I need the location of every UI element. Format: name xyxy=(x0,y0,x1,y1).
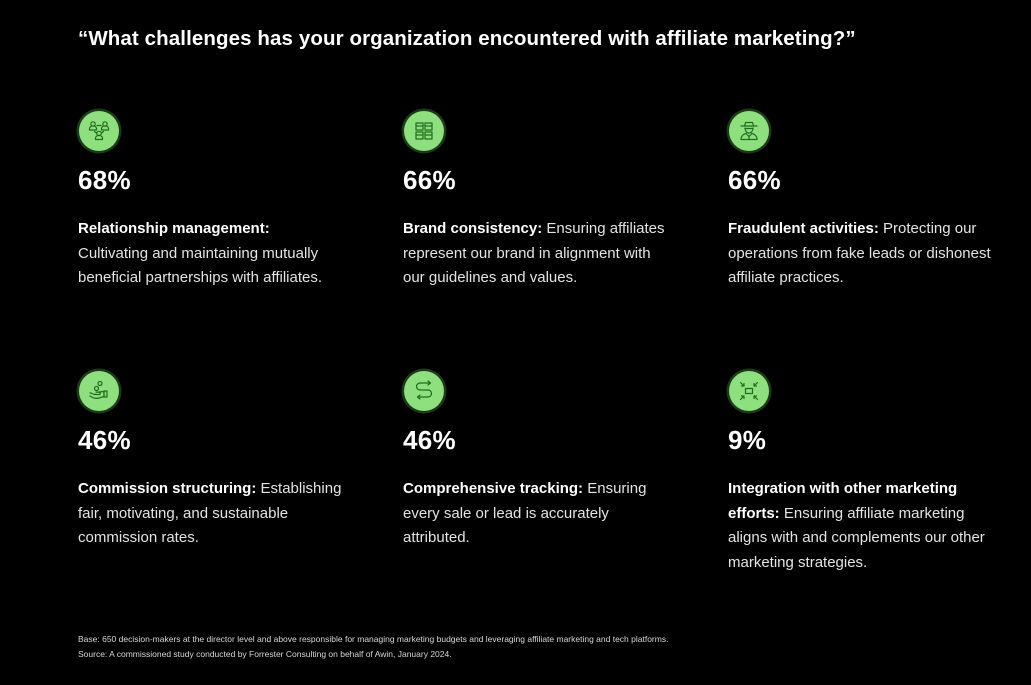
stat-description: Comprehensive tracking: Ensuring every s… xyxy=(403,477,675,551)
spy-incognito-icon xyxy=(729,111,769,151)
stat-label: Fraudulent activities: xyxy=(728,220,879,237)
stat-text: Ensuring affiliate marketing aligns with… xyxy=(728,504,985,571)
stat-card-comprehensive-tracking: 46% Comprehensive tracking: Ensuring eve… xyxy=(403,371,703,551)
stat-label: Integration with other marketing efforts… xyxy=(728,480,958,522)
stat-text: Cultivating and maintaining mutually ben… xyxy=(78,244,323,287)
stat-label: Relationship management: xyxy=(78,220,270,237)
stat-percent: 68% xyxy=(78,165,131,195)
stat-percent: 9% xyxy=(728,425,767,455)
stat-card-integration: 9% Integration with other marketing effo… xyxy=(728,371,1028,575)
stat-text: Establishing fair, motivating, and susta… xyxy=(78,480,342,546)
integration-converge-icon xyxy=(729,371,769,411)
stat-description: Integration with other marketing efforts… xyxy=(728,477,1000,575)
stat-percent: 66% xyxy=(728,165,781,195)
people-network-icon xyxy=(79,111,119,151)
stat-percent: 46% xyxy=(78,425,131,455)
stat-card-commission-structuring: 46% Commission structuring: Establishing… xyxy=(78,371,378,551)
page-title: “What challenges has your organization e… xyxy=(78,27,856,50)
footnote-base: Base: 650 decision-makers at the directo… xyxy=(78,634,669,644)
stat-text: Ensuring every sale or lead is accuratel… xyxy=(403,480,647,546)
stat-text: Ensuring affiliates represent our brand … xyxy=(403,220,665,286)
stat-card-fraudulent-activities: 66% Fraudulent activities: Protecting ou… xyxy=(728,111,1028,291)
stat-description: Relationship management: Cultivating and… xyxy=(78,217,350,291)
stat-card-relationship-management: 68% Relationship management: Cultivating… xyxy=(78,111,378,291)
stat-description: Commission structuring: Establishing fai… xyxy=(78,477,350,551)
footnote-source: Source: A commissioned study conducted b… xyxy=(78,649,452,659)
stat-label: Comprehensive tracking: xyxy=(403,480,584,497)
stat-label: Commission structuring: xyxy=(78,480,257,497)
stat-description: Fraudulent activities: Protecting our op… xyxy=(728,217,1000,291)
stat-percent: 46% xyxy=(403,425,456,455)
layout-grid-icon xyxy=(404,111,444,151)
stat-card-brand-consistency: 66% Brand consistency: Ensuring affiliat… xyxy=(403,111,703,291)
stat-label: Brand consistency: xyxy=(403,220,543,237)
tracking-path-arrows-icon xyxy=(404,371,444,411)
stat-percent: 66% xyxy=(403,165,456,195)
hand-coins-icon xyxy=(79,371,119,411)
stat-text: Protecting our operations from fake lead… xyxy=(728,220,991,286)
stat-description: Brand consistency: Ensuring affiliates r… xyxy=(403,217,675,291)
footnote: Base: 650 decision-makers at the directo… xyxy=(78,632,668,662)
